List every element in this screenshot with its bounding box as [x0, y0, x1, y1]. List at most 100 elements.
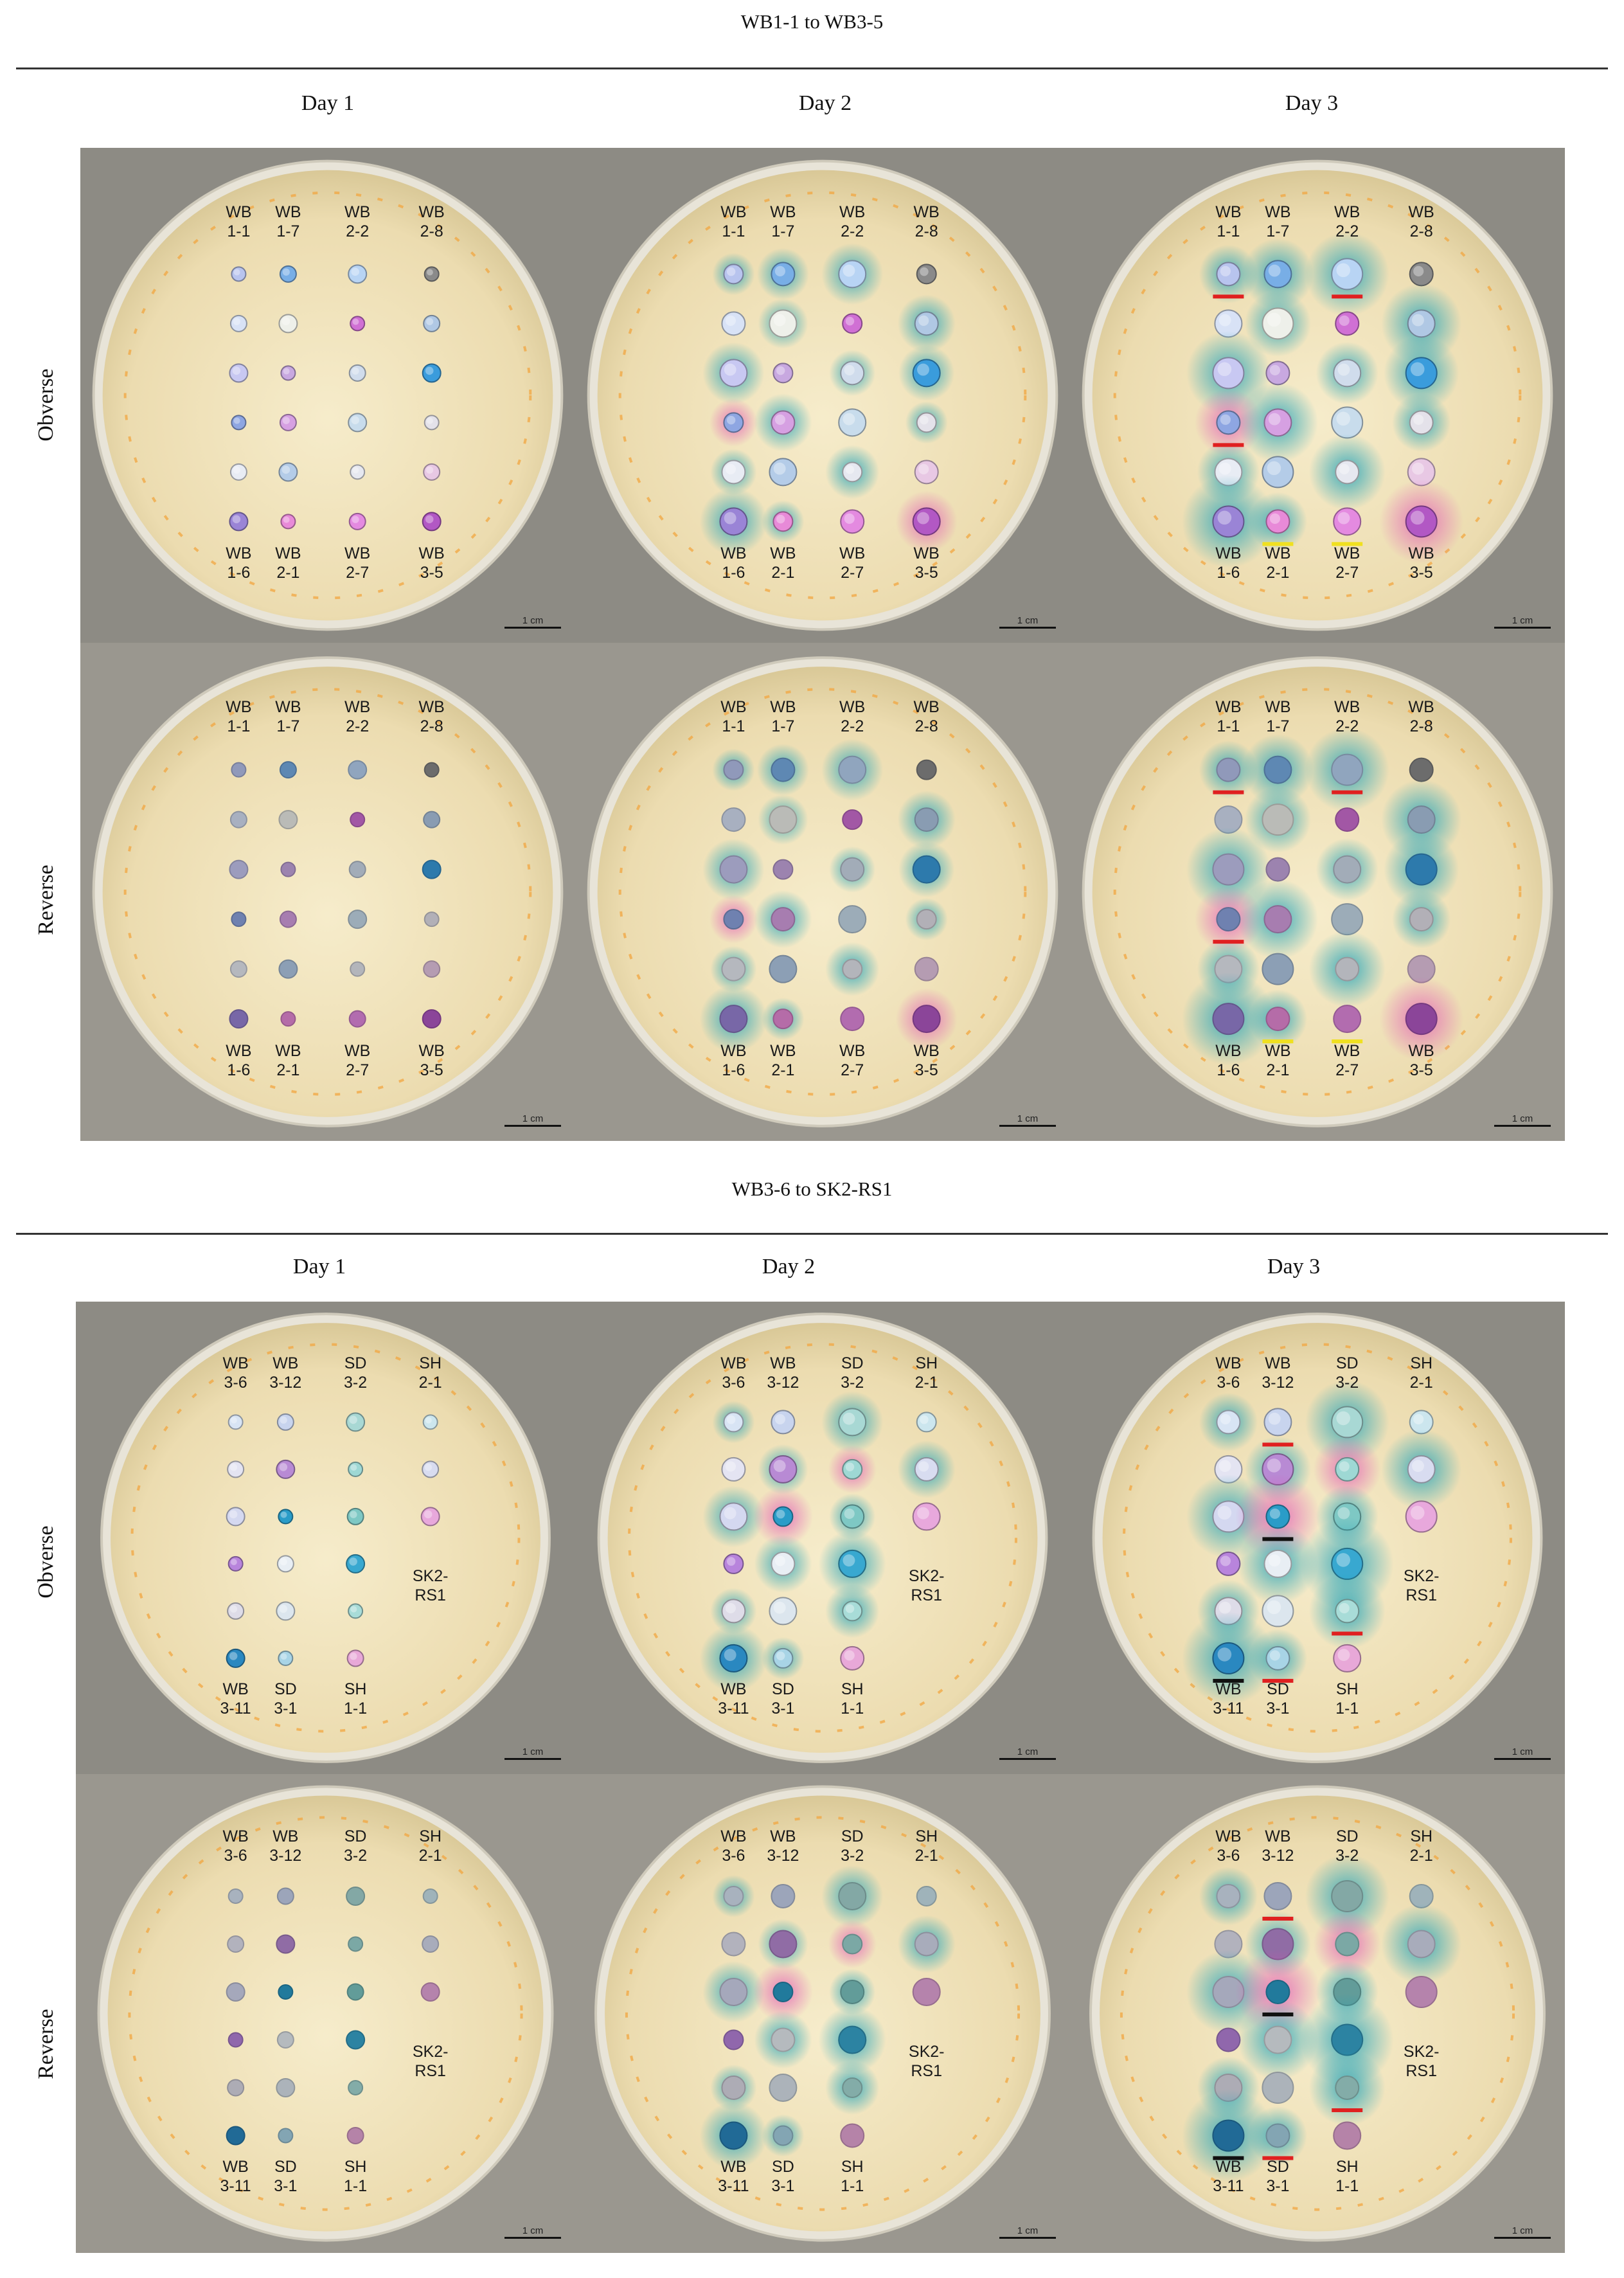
colony — [278, 314, 298, 334]
colony-highlight — [1337, 1507, 1350, 1520]
colony — [771, 2027, 796, 2052]
petri-dish — [80, 148, 575, 643]
colony — [721, 2075, 746, 2100]
strain-label-line: 3-12 — [767, 1373, 799, 1392]
strain-label-line: 3-6 — [224, 1373, 247, 1392]
colony — [838, 408, 867, 437]
marker-line — [1262, 542, 1294, 546]
colony — [769, 1597, 798, 1626]
strain-label-line: 3-5 — [420, 564, 443, 582]
colony — [1262, 307, 1294, 340]
colony — [1407, 1930, 1436, 1959]
strain-label-line: SH — [841, 2158, 864, 2176]
colony-highlight — [1336, 411, 1350, 426]
colony-highlight — [843, 264, 855, 277]
strain-label: SD 3-1 — [1236, 1680, 1319, 1718]
colony — [1335, 1932, 1360, 1957]
colony — [912, 855, 941, 884]
colony-highlight — [1410, 1505, 1425, 1520]
colony-highlight — [425, 318, 434, 325]
strain-label-line: WB — [226, 202, 252, 221]
strain-label: SH 1-1 — [810, 2157, 894, 2196]
colony-highlight — [774, 414, 785, 425]
strain-label-line: WB — [720, 1042, 747, 1060]
colony — [723, 412, 744, 433]
strain-label-line: 2-1 — [1409, 1846, 1433, 1865]
colony — [838, 260, 867, 289]
colony-highlight — [279, 1463, 288, 1471]
agar-medium — [107, 1795, 544, 2232]
strain-label-line: 3-2 — [841, 1846, 864, 1865]
colony — [1212, 505, 1245, 538]
strain-label-line: SD — [344, 1827, 367, 1845]
strain-label-line: SD — [841, 1827, 864, 1845]
strain-label-line: WB — [1215, 1042, 1242, 1060]
colony — [769, 805, 798, 834]
strain-label-line: 3-11 — [1213, 1700, 1244, 1717]
strain-label-line: 2-8 — [420, 222, 443, 240]
strain-label-line: 1-1 — [722, 222, 745, 240]
colony — [1409, 410, 1434, 435]
colony — [229, 811, 247, 829]
strain-label-line: 3-2 — [344, 1373, 368, 1392]
scale-bar-line — [999, 2237, 1056, 2239]
strain-label-line: 2-7 — [841, 564, 864, 582]
strain-label: WB 1-6 — [692, 1041, 775, 1080]
marker-line — [1332, 294, 1363, 299]
scale-bar-label: 1 cm — [1017, 2225, 1039, 2236]
strain-label-line: WB — [770, 1354, 796, 1372]
strain-label: WB 3-5 — [885, 1041, 968, 1080]
colony — [1333, 359, 1362, 388]
strain-label: WB 2-2 — [316, 697, 399, 736]
strain-label-line: WB — [1265, 202, 1291, 221]
colony — [346, 1983, 364, 2001]
colony-highlight — [280, 1653, 287, 1660]
scale-bar: 1 cm — [999, 615, 1056, 629]
plate-photo: WB 3-6 WB 3-12 SD 3-2 SH 2-1 WB 3-11 SD 3-1 SH 1-1 SK2… — [575, 1774, 1070, 2253]
strain-label: WB 1-7 — [741, 697, 825, 736]
strain-label-line: SH — [1335, 2158, 1359, 2176]
strain-label-line: WB — [272, 1827, 299, 1845]
colony — [838, 755, 867, 784]
colony-highlight — [1220, 1556, 1231, 1566]
colony — [1331, 753, 1364, 786]
colony-highlight — [1217, 1647, 1232, 1662]
strain-label-line: WB — [418, 698, 445, 717]
colony — [771, 757, 796, 782]
colony-highlight — [917, 1507, 929, 1520]
marker-line — [1213, 940, 1244, 944]
strain-label: SD 3-1 — [741, 1680, 825, 1718]
scale-bar-line — [504, 1125, 561, 1127]
colony — [721, 1599, 746, 1624]
colony — [719, 507, 748, 536]
colony — [916, 264, 937, 285]
colony — [719, 1977, 748, 2006]
colony — [1262, 803, 1294, 836]
strain-label-line: 2-7 — [346, 564, 370, 582]
colony — [422, 859, 442, 879]
strain-label-line: 1-1 — [1335, 1700, 1359, 1717]
strain-label-line: SD — [1335, 1354, 1359, 1372]
colony — [278, 2128, 294, 2144]
strain-label-line: SH — [915, 1354, 938, 1372]
strain-label-line: SD — [772, 1680, 794, 1698]
colony-highlight — [352, 516, 359, 523]
marker-line — [1262, 1537, 1294, 1541]
colony — [1216, 907, 1241, 932]
colony — [1333, 507, 1362, 536]
colony — [1216, 757, 1241, 782]
strain-label-line: 1-6 — [722, 1061, 745, 1079]
strain-label-line: WB — [839, 1042, 866, 1060]
plate-photo: WB 3-6 WB 3-12 SD 3-2 SH 2-1 WB 3-11 SD 3-1 SH 1-1 SK2… — [575, 1302, 1070, 1774]
colony — [346, 2030, 366, 2050]
section-title: WB1-1 to WB3-5 — [740, 10, 884, 33]
colony — [346, 1886, 366, 1906]
colony — [842, 1933, 863, 1955]
strain-label-line: 3-12 — [269, 1846, 302, 1865]
colony — [723, 1553, 744, 1574]
colony-highlight — [918, 1461, 929, 1472]
strain-label-line: 3-5 — [1409, 564, 1433, 582]
colony-highlight — [352, 367, 359, 375]
scale-bar-label: 1 cm — [522, 1113, 544, 1124]
colony — [350, 812, 366, 828]
